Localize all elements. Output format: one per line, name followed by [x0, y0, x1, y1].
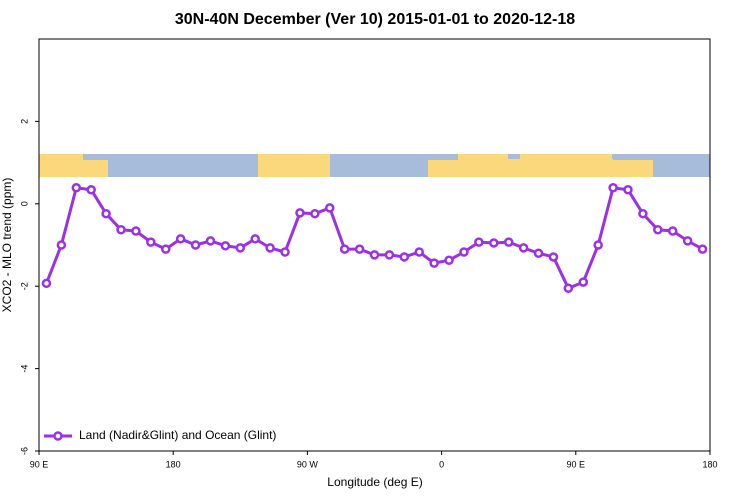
point: [474, 237, 484, 247]
series-line: [45, 186, 704, 291]
point: [414, 247, 424, 257]
map-strip: [39, 154, 710, 177]
point: [489, 238, 499, 248]
x-axis-label: Longitude (deg E): [327, 475, 422, 489]
x-tick-label: 90 E: [30, 459, 49, 469]
point: [160, 244, 171, 254]
point: [593, 240, 603, 250]
point: [205, 236, 216, 246]
point: [56, 240, 67, 250]
plot-frame: [38, 38, 711, 452]
y-tick-label: -6: [19, 447, 29, 455]
point: [86, 185, 96, 195]
point: [339, 244, 350, 254]
point: [697, 244, 708, 254]
point: [548, 252, 559, 262]
point: [146, 237, 156, 247]
x-tick-label: 90 W: [297, 459, 319, 469]
point: [369, 250, 380, 260]
point: [563, 283, 574, 294]
point: [175, 234, 186, 244]
point: [503, 237, 514, 247]
point: [653, 225, 663, 235]
point: [41, 278, 52, 289]
point: [638, 208, 648, 219]
point: [608, 182, 618, 193]
point: [429, 258, 439, 268]
point: [116, 225, 126, 235]
point: [280, 247, 290, 257]
point: [295, 208, 305, 218]
y-tick-label: 0: [19, 201, 29, 206]
point: [384, 250, 395, 260]
legend-marker: [53, 431, 63, 441]
point: [459, 247, 469, 257]
point: [310, 208, 320, 219]
x-tick-label: 90 E: [567, 459, 586, 469]
y-tick-label: 2: [19, 119, 29, 124]
point: [399, 252, 410, 262]
point: [354, 244, 365, 254]
y-tick-label: -4: [19, 365, 29, 373]
point: [235, 243, 246, 253]
point: [101, 208, 111, 219]
x-tick-label: 180: [166, 459, 181, 469]
chart-title: 30N-40N December (Ver 10) 2015-01-01 to …: [175, 11, 575, 28]
point: [131, 226, 141, 236]
point: [578, 277, 589, 287]
y-tick-label: -2: [19, 282, 29, 290]
y-axis-label: XCO2 - MLO trend (ppm): [0, 178, 14, 313]
point: [533, 248, 544, 258]
x-tick-label: 180: [702, 459, 717, 469]
point: [682, 236, 693, 246]
legend-label: Land (Nadir&Glint) and Ocean (Glint): [79, 428, 276, 442]
point: [518, 243, 529, 253]
point: [265, 243, 275, 253]
x-tick-label: 0: [439, 459, 444, 469]
point: [444, 255, 454, 265]
point: [220, 241, 231, 251]
point: [250, 234, 260, 244]
point: [71, 182, 82, 193]
point: [325, 203, 335, 213]
point: [667, 226, 678, 236]
point: [190, 240, 201, 250]
point: [623, 185, 633, 195]
